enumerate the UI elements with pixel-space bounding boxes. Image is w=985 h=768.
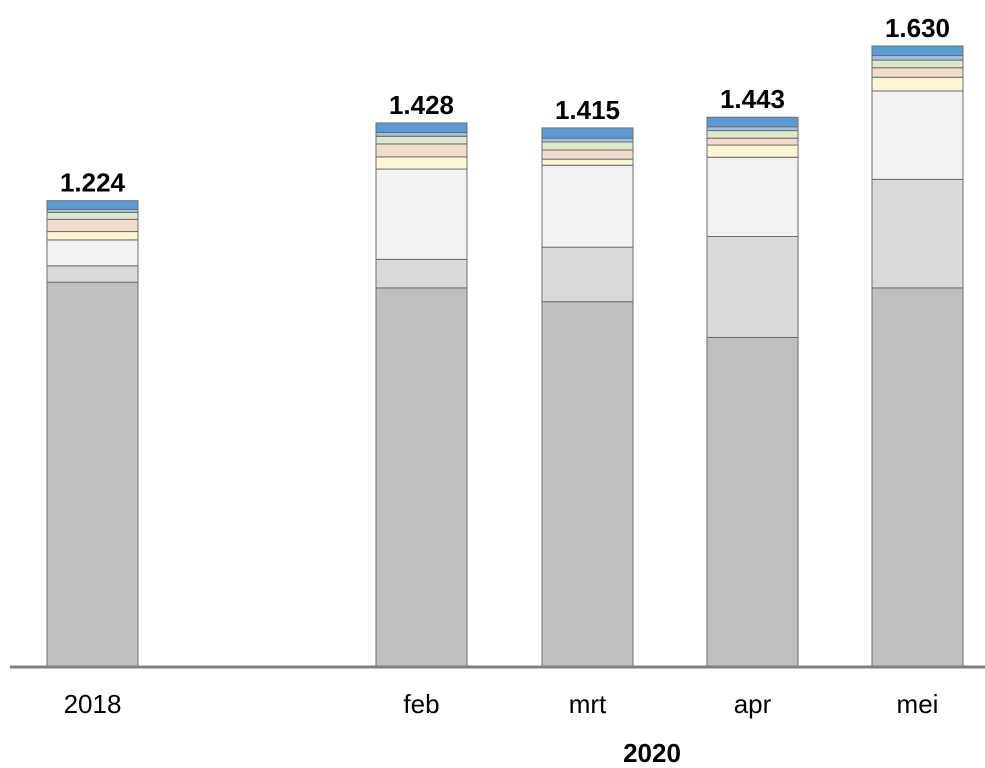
total-label-mrt: 1.415 bbox=[555, 95, 620, 125]
bar-segment-feb-5 bbox=[375, 143, 468, 158]
bar-segment-feb-1 bbox=[375, 287, 468, 668]
total-label-feb: 1.428 bbox=[389, 90, 454, 120]
x-tick-label-apr: apr bbox=[734, 689, 772, 719]
bar-segment-2018-8 bbox=[46, 200, 139, 210]
bar-segment-mei-2 bbox=[871, 178, 964, 289]
bar-segment-apr-3 bbox=[706, 156, 799, 237]
bar-segment-mrt-5 bbox=[541, 149, 634, 160]
bar-segment-feb-8 bbox=[375, 122, 468, 133]
bar-segment-mei-4 bbox=[871, 76, 964, 92]
bar-segment-mrt-1 bbox=[541, 301, 634, 668]
bar-segment-2018-4 bbox=[46, 231, 139, 241]
bar-segment-2018-3 bbox=[46, 239, 139, 267]
bar-segment-2018-2 bbox=[46, 265, 139, 283]
x-tick-label-mrt: mrt bbox=[569, 689, 607, 719]
bar-segment-mrt-7 bbox=[541, 137, 634, 143]
bar-segment-2018-6 bbox=[46, 211, 139, 220]
bar-segment-feb-3 bbox=[375, 168, 468, 260]
bar-segment-mrt-8 bbox=[541, 127, 634, 139]
bar-segment-mei-6 bbox=[871, 59, 964, 69]
bar-segment-mei-8 bbox=[871, 45, 964, 57]
bar-segment-feb-7 bbox=[375, 131, 468, 137]
x-tick-label-mei: mei bbox=[897, 689, 939, 719]
bars-layer bbox=[46, 45, 964, 668]
bar-segment-mrt-3 bbox=[541, 164, 634, 248]
bar-segment-mei-3 bbox=[871, 90, 964, 180]
x-tick-label-2018: 2018 bbox=[64, 689, 122, 719]
bar-segment-feb-6 bbox=[375, 135, 468, 145]
bar-segment-feb-2 bbox=[375, 258, 468, 289]
bar-segment-apr-4 bbox=[706, 144, 799, 158]
bar-segment-apr-1 bbox=[706, 336, 799, 668]
bar-segment-apr-5 bbox=[706, 137, 799, 146]
bar-segment-mei-5 bbox=[871, 67, 964, 78]
bar-segment-2018-5 bbox=[46, 218, 139, 233]
bar-segment-mrt-6 bbox=[541, 141, 634, 151]
bar-segment-mrt-2 bbox=[541, 246, 634, 303]
total-label-mei: 1.630 bbox=[885, 13, 950, 43]
total-label-2018: 1.224 bbox=[60, 168, 126, 198]
bar-segment-apr-7 bbox=[706, 126, 799, 132]
bar-segment-apr-6 bbox=[706, 130, 799, 139]
bar-segment-apr-8 bbox=[706, 116, 799, 128]
bar-segment-2018-1 bbox=[46, 281, 139, 668]
bar-segment-feb-4 bbox=[375, 156, 468, 170]
x-tick-labels-layer: 2018 feb mrt apr mei bbox=[64, 689, 939, 719]
bar-segment-mrt-4 bbox=[541, 158, 634, 166]
bar-segment-mei-7 bbox=[871, 55, 964, 61]
total-label-apr: 1.443 bbox=[720, 84, 785, 114]
bar-segment-mei-1 bbox=[871, 287, 964, 668]
total-labels-layer: 1.224 1.428 1.415 1.443 1.630 bbox=[60, 13, 950, 198]
x-tick-label-feb: feb bbox=[403, 689, 439, 719]
bar-segment-apr-2 bbox=[706, 235, 799, 338]
group-label-2020: 2020 bbox=[623, 738, 681, 768]
